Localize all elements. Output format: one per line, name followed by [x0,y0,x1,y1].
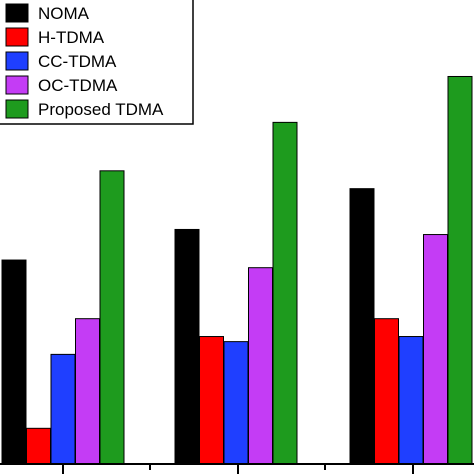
bar-cc-tdma-group-1 [50,353,76,465]
x-ticks-group [62,464,414,474]
legend-swatch-oc-tdma [5,75,29,95]
legend-label-h-tdma: H-TDMA [38,28,105,47]
legend-swatch-cc-tdma [5,51,29,71]
legend-label-proposed-tdma: Proposed TDMA [38,100,164,119]
legend-label-cc-tdma: CC-TDMA [38,52,117,71]
bar-cc-tdma-group-2 [223,341,249,465]
legend-label-oc-tdma: OC-TDMA [38,76,118,95]
bar-oc-tdma-group-2 [248,267,273,465]
legend-swatch-h-tdma [5,27,29,47]
bar-oc-tdma-group-3 [423,234,448,465]
bar-proposed-tdma-group-1 [99,170,125,465]
legend-label-noma: NOMA [38,4,90,23]
legend: NOMA H-TDMA CC-TDMA OC-TDMA Proposed TDMA [0,0,194,125]
bars-group [1,75,473,465]
bar-proposed-tdma-group-2 [272,121,298,465]
bar-noma-group-1 [1,259,27,465]
legend-swatch-noma [5,3,29,23]
bar-proposed-tdma-group-3 [447,75,473,465]
bar-h-tdma-group-3 [374,318,399,465]
bar-oc-tdma-group-1 [75,318,100,465]
bar-noma-group-2 [174,228,200,465]
bar-h-tdma-group-1 [26,427,51,465]
legend-frame [0,0,194,125]
bar-noma-group-3 [349,188,375,465]
bar-cc-tdma-group-3 [398,336,424,465]
bar-h-tdma-group-2 [199,336,224,465]
legend-swatch-proposed-tdma [5,99,29,119]
